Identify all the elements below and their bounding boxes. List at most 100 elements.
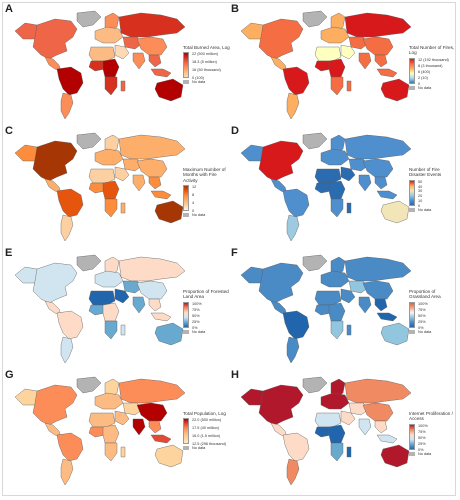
region-australia (154, 322, 184, 346)
no-data-swatch (409, 207, 415, 212)
region-southern-africa (330, 198, 344, 218)
region-indonesia (150, 68, 172, 78)
region-southeast-asia (148, 176, 162, 190)
legend-title: Total Number of Fires, Log (409, 45, 455, 56)
region-central-africa (328, 302, 346, 322)
region-indonesia (150, 312, 172, 322)
legend-tick-label: 10 (418, 199, 423, 203)
region-russia (344, 256, 412, 282)
region-north-america (32, 140, 78, 182)
map-panel-a: A Total Burned Area, Log 22 (500 million) 1… (3, 3, 231, 125)
region-southern-africa (104, 320, 118, 340)
map-panel-f: F Proportion of Grassland Area 100% 75% 50% 2… (229, 247, 457, 369)
region-southeast-asia (148, 420, 162, 434)
region-north-africa (88, 290, 116, 306)
legend-tick-label: 8 (192, 193, 195, 198)
legend-title: Total Burned Area, Log (183, 45, 230, 50)
region-india (132, 296, 146, 314)
world-map (240, 10, 412, 120)
legend-tick-label: 12 (192 thousand) (418, 57, 449, 62)
region-central-africa (328, 180, 346, 200)
region-west-africa (88, 426, 106, 438)
legend-tick-label: 25% (418, 319, 426, 324)
region-central-africa (102, 424, 120, 444)
legend-no-data: No data (183, 329, 205, 334)
region-south-america-south (60, 214, 74, 242)
world-map (14, 10, 186, 120)
legend-title: Total Population, Log (183, 411, 226, 416)
region-europe (320, 26, 350, 44)
no-data-label: No data (418, 329, 432, 334)
legend-body: 12 8 4 0 No data (183, 185, 231, 219)
region-india (358, 418, 372, 436)
region-europe (320, 148, 350, 166)
region-middle-east (340, 288, 356, 304)
region-indonesia (376, 68, 398, 78)
region-australia (380, 444, 410, 468)
region-middle-east (114, 44, 130, 60)
map-panel-g: G Total Population, Log 22.0 (500 million)… (3, 369, 231, 491)
panel-letter: E (5, 247, 13, 259)
region-south-america-south (286, 336, 300, 364)
map-legend: Maximum Number of Months with Fire Activ… (183, 167, 231, 219)
region-scandinavia (330, 134, 346, 154)
region-south-america-north (56, 66, 84, 96)
region-russia (118, 256, 186, 282)
no-data-swatch (183, 446, 189, 451)
region-west-africa (314, 60, 332, 72)
region-greenland (76, 376, 102, 394)
region-madagascar (120, 324, 126, 336)
legend-tick-label: 100% (418, 301, 428, 306)
region-south-america-south (286, 214, 300, 242)
region-south-america-south (60, 92, 74, 120)
region-south-america-south (286, 458, 300, 486)
region-north-africa (314, 46, 342, 62)
region-greenland (302, 10, 328, 28)
region-southern-africa (104, 442, 118, 462)
region-north-america (258, 262, 304, 304)
region-central-africa (102, 302, 120, 322)
map-legend: Proportion of Grassland Area 100% 75% 50% 25… (409, 289, 457, 336)
legend-tick-label: 0 (192, 209, 195, 214)
region-china (136, 158, 168, 178)
region-scandinavia (330, 12, 346, 32)
region-indonesia (150, 434, 172, 444)
world-map (14, 254, 186, 364)
region-europe (320, 392, 350, 410)
legend-title: Number of Fire Disaster Events (409, 167, 442, 178)
region-china (362, 158, 394, 178)
region-north-america (258, 140, 304, 182)
region-north-africa (314, 290, 342, 306)
region-north-africa (88, 412, 116, 428)
no-data-label: No data (418, 85, 432, 90)
region-china (362, 36, 394, 56)
region-scandinavia (104, 256, 120, 276)
region-north-america (32, 18, 78, 60)
region-north-america (258, 384, 304, 426)
legend-tick-label: 0 (418, 203, 421, 208)
region-south-america-south (60, 458, 74, 486)
map-panel-b: B Total Number of Fires, Log 12 (192 thous… (229, 3, 457, 125)
region-europe (94, 148, 124, 166)
region-west-africa (88, 182, 106, 194)
no-data-swatch (409, 451, 415, 456)
legend-tick-label: 75% (418, 429, 426, 434)
region-indonesia (376, 312, 398, 322)
region-north-america (32, 262, 78, 304)
legend-tick-label: 22 (500 million) (192, 52, 218, 57)
region-india (358, 296, 372, 314)
legend-tick-label: 0 (418, 81, 421, 86)
region-australia (154, 444, 184, 468)
legend-color-bar (409, 423, 415, 450)
no-data-swatch (183, 213, 189, 218)
region-west-africa (314, 304, 332, 316)
region-madagascar (346, 324, 352, 336)
region-china (136, 402, 168, 422)
region-southeast-asia (374, 176, 388, 190)
legend-title: Internet Proliferation / Access (409, 411, 453, 422)
map-legend: Total Number of Fires, Log 12 (192 thousa… (409, 45, 457, 92)
region-australia (154, 200, 184, 224)
region-middle-east (340, 166, 356, 182)
region-india (358, 174, 372, 192)
legend-no-data: No data (183, 213, 205, 218)
